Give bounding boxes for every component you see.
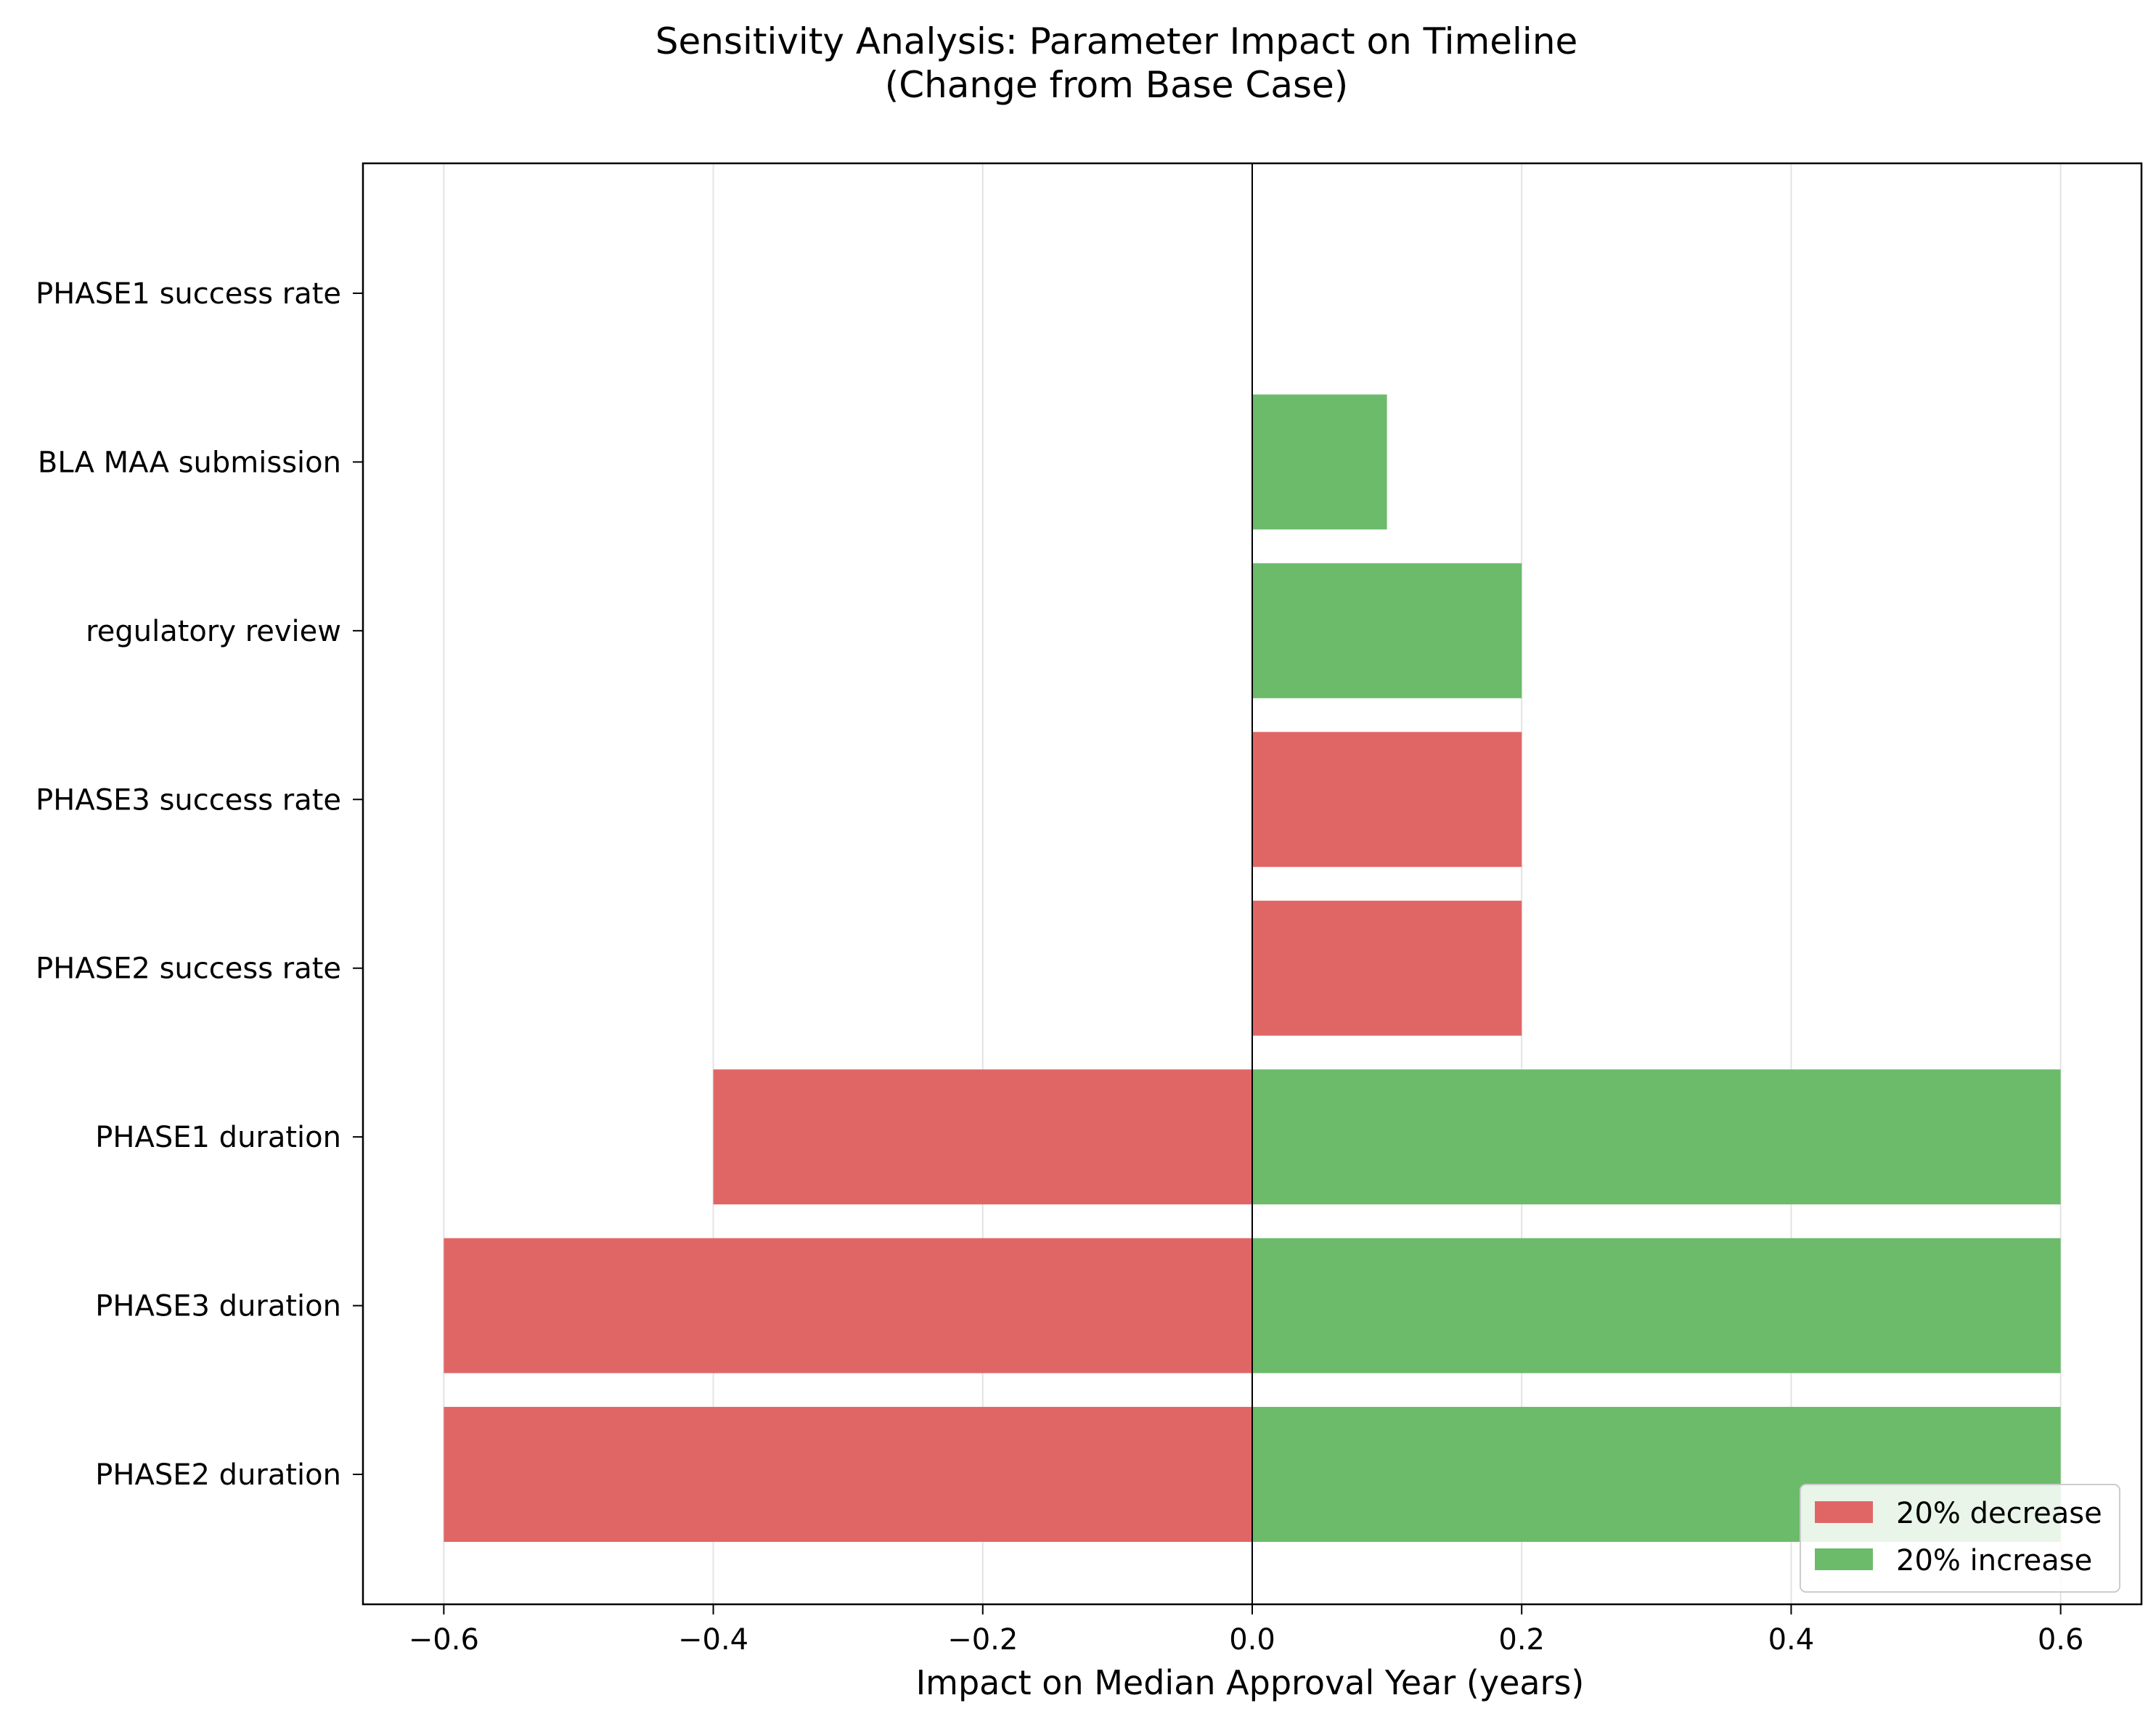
bar-increase-1 — [1252, 1238, 2061, 1373]
x-tick-label-5: 0.4 — [1768, 1623, 1815, 1657]
x-tick-label-2: −0.2 — [947, 1623, 1018, 1657]
bar-decrease-0 — [444, 1407, 1252, 1542]
y-tick-label-0: PHASE2 duration — [95, 1458, 341, 1492]
bar-increase-2 — [1252, 1069, 2061, 1205]
bar-decrease-4 — [1252, 732, 1522, 867]
bar-decrease-2 — [713, 1069, 1252, 1205]
legend-label-decrease: 20% decrease — [1896, 1497, 2102, 1530]
chart-title-line1: Sensitivity Analysis: Parameter Impact o… — [656, 20, 1578, 62]
legend-swatch-increase — [1815, 1548, 1873, 1570]
y-tick-label-2: PHASE1 duration — [95, 1121, 341, 1154]
y-tick-label-3: PHASE2 success rate — [36, 952, 341, 986]
bar-decrease-1 — [444, 1238, 1252, 1373]
bar-increase-6 — [1252, 394, 1387, 530]
bar-decrease-3 — [1252, 900, 1522, 1036]
chart-title-line2: (Change from Base Case) — [885, 64, 1349, 106]
y-tick-label-7: PHASE1 success rate — [36, 277, 341, 311]
y-tick-label-4: PHASE3 success rate — [36, 783, 341, 817]
y-axis-ticks: PHASE2 duration PHASE3 duration PHASE1 dur… — [36, 277, 363, 1492]
bar-increase-5 — [1252, 563, 1522, 698]
y-tick-label-6: BLA MAA submission — [38, 446, 341, 479]
x-axis-label: Impact on Median Approval Year (years) — [916, 1663, 1585, 1702]
legend: 20% decrease 20% increase — [1800, 1484, 2120, 1593]
y-tick-label-1: PHASE3 duration — [95, 1290, 341, 1323]
x-tick-label-0: −0.6 — [409, 1623, 479, 1657]
legend-swatch-decrease — [1815, 1501, 1873, 1523]
bars — [444, 394, 2061, 1542]
x-tick-label-4: 0.2 — [1498, 1623, 1545, 1657]
x-axis-ticks: −0.6 −0.4 −0.2 0.0 0.2 0.4 0.6 — [409, 1604, 2084, 1657]
x-tick-label-3: 0.0 — [1229, 1623, 1275, 1657]
x-tick-label-6: 0.6 — [2038, 1623, 2084, 1657]
y-tick-label-5: regulatory review — [86, 615, 341, 648]
legend-label-increase: 20% increase — [1896, 1544, 2092, 1577]
x-tick-label-1: −0.4 — [678, 1623, 748, 1657]
legend-frame — [1800, 1484, 2120, 1593]
